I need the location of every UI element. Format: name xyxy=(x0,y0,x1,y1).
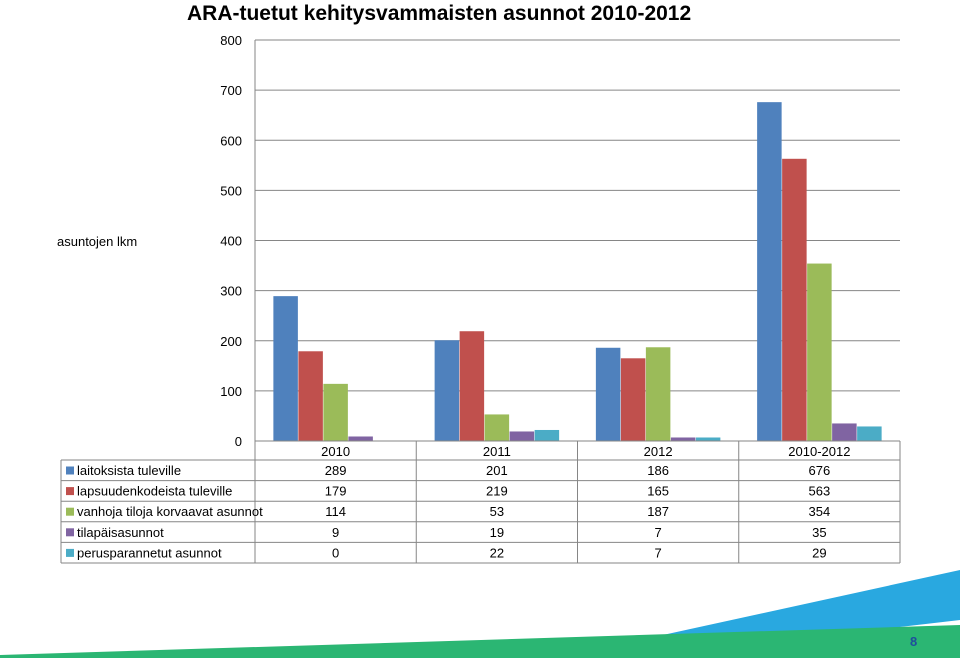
y-tick-label: 0 xyxy=(235,434,242,449)
y-tick-label: 400 xyxy=(220,234,242,249)
y-tick-label: 700 xyxy=(220,83,242,98)
bar-2-3 xyxy=(620,358,646,441)
y-tick-label: 300 xyxy=(220,284,242,299)
data-label: 19 xyxy=(490,525,504,540)
legend-label: tilapäisasunnot xyxy=(77,525,164,540)
bar-2-4 xyxy=(782,158,807,441)
data-label: 165 xyxy=(647,484,669,499)
footer-decoration: 8 xyxy=(0,570,960,658)
data-label: 563 xyxy=(809,484,831,499)
data-label: 289 xyxy=(325,463,347,478)
data-label: 354 xyxy=(809,504,831,519)
x-tick-label: 2010-2012 xyxy=(788,444,850,459)
bar-4-1 xyxy=(348,436,373,441)
data-label: 676 xyxy=(809,463,831,478)
data-label: 114 xyxy=(325,504,346,519)
data-label: 53 xyxy=(490,504,504,519)
y-tick-label: 800 xyxy=(220,33,242,48)
legend-swatch xyxy=(66,487,74,496)
bar-5-2 xyxy=(534,429,560,441)
bar-5-4 xyxy=(857,426,882,441)
x-tick-label: 2012 xyxy=(644,444,673,459)
legend-swatch xyxy=(66,548,74,557)
data-label: 186 xyxy=(647,463,669,478)
y-axis-label: asuntojen lkm xyxy=(57,234,137,249)
bar-2-1 xyxy=(298,351,323,441)
y-tick-labels: 0 100 200 300 400 500 600 700 800 xyxy=(220,33,242,449)
bar-3-3 xyxy=(645,347,671,441)
legend-label: perusparannetut asunnot xyxy=(77,545,222,560)
data-label: 201 xyxy=(486,463,508,478)
data-label: 187 xyxy=(647,504,669,519)
footer-swoosh-blue xyxy=(640,570,960,650)
gridlines xyxy=(254,39,900,442)
legend-swatch xyxy=(66,528,74,537)
bar-4-4 xyxy=(832,423,857,441)
bar-1-4 xyxy=(757,102,782,441)
y-tick-label: 200 xyxy=(220,334,242,349)
bar-3-4 xyxy=(807,263,832,441)
x-tick-label: 2011 xyxy=(483,444,511,459)
bar-2-2 xyxy=(459,331,485,441)
legend-label: vanhoja tiloja korvaavat asunnot xyxy=(77,504,263,519)
legend-swatch xyxy=(66,466,74,475)
data-label: 7 xyxy=(655,525,662,540)
bar-3-2 xyxy=(484,414,510,441)
data-label: 35 xyxy=(812,525,826,540)
y-tick-label: 600 xyxy=(220,133,242,148)
legend-label: laitoksista tuleville xyxy=(77,463,181,478)
x-tick-label: 2010 xyxy=(321,444,350,459)
bar-5-3 xyxy=(695,437,721,441)
bar-1-3 xyxy=(595,347,621,441)
bar-4-3 xyxy=(670,437,696,441)
legend-swatch xyxy=(66,507,74,516)
y-tick-label: 100 xyxy=(220,384,242,399)
bar-1-2 xyxy=(434,340,460,441)
chart-title: ARA-tuetut kehitysvammaisten asunnot 201… xyxy=(187,2,691,25)
data-label: 0 xyxy=(332,545,339,560)
footer-swoosh-green xyxy=(0,625,960,658)
bar-1-1 xyxy=(273,296,298,441)
data-label: 9 xyxy=(332,525,339,540)
data-label: 7 xyxy=(655,545,662,560)
data-label: 22 xyxy=(490,545,504,560)
y-tick-label: 500 xyxy=(220,183,242,198)
data-label: 219 xyxy=(486,484,508,499)
page-number: 8 xyxy=(910,634,917,649)
data-label: 179 xyxy=(325,484,347,499)
bar-3-1 xyxy=(323,383,348,441)
bar-series xyxy=(273,102,882,441)
bar-4-2 xyxy=(509,431,535,441)
legend-label: lapsuudenkodeista tuleville xyxy=(77,484,232,499)
data-label: 29 xyxy=(812,545,826,560)
